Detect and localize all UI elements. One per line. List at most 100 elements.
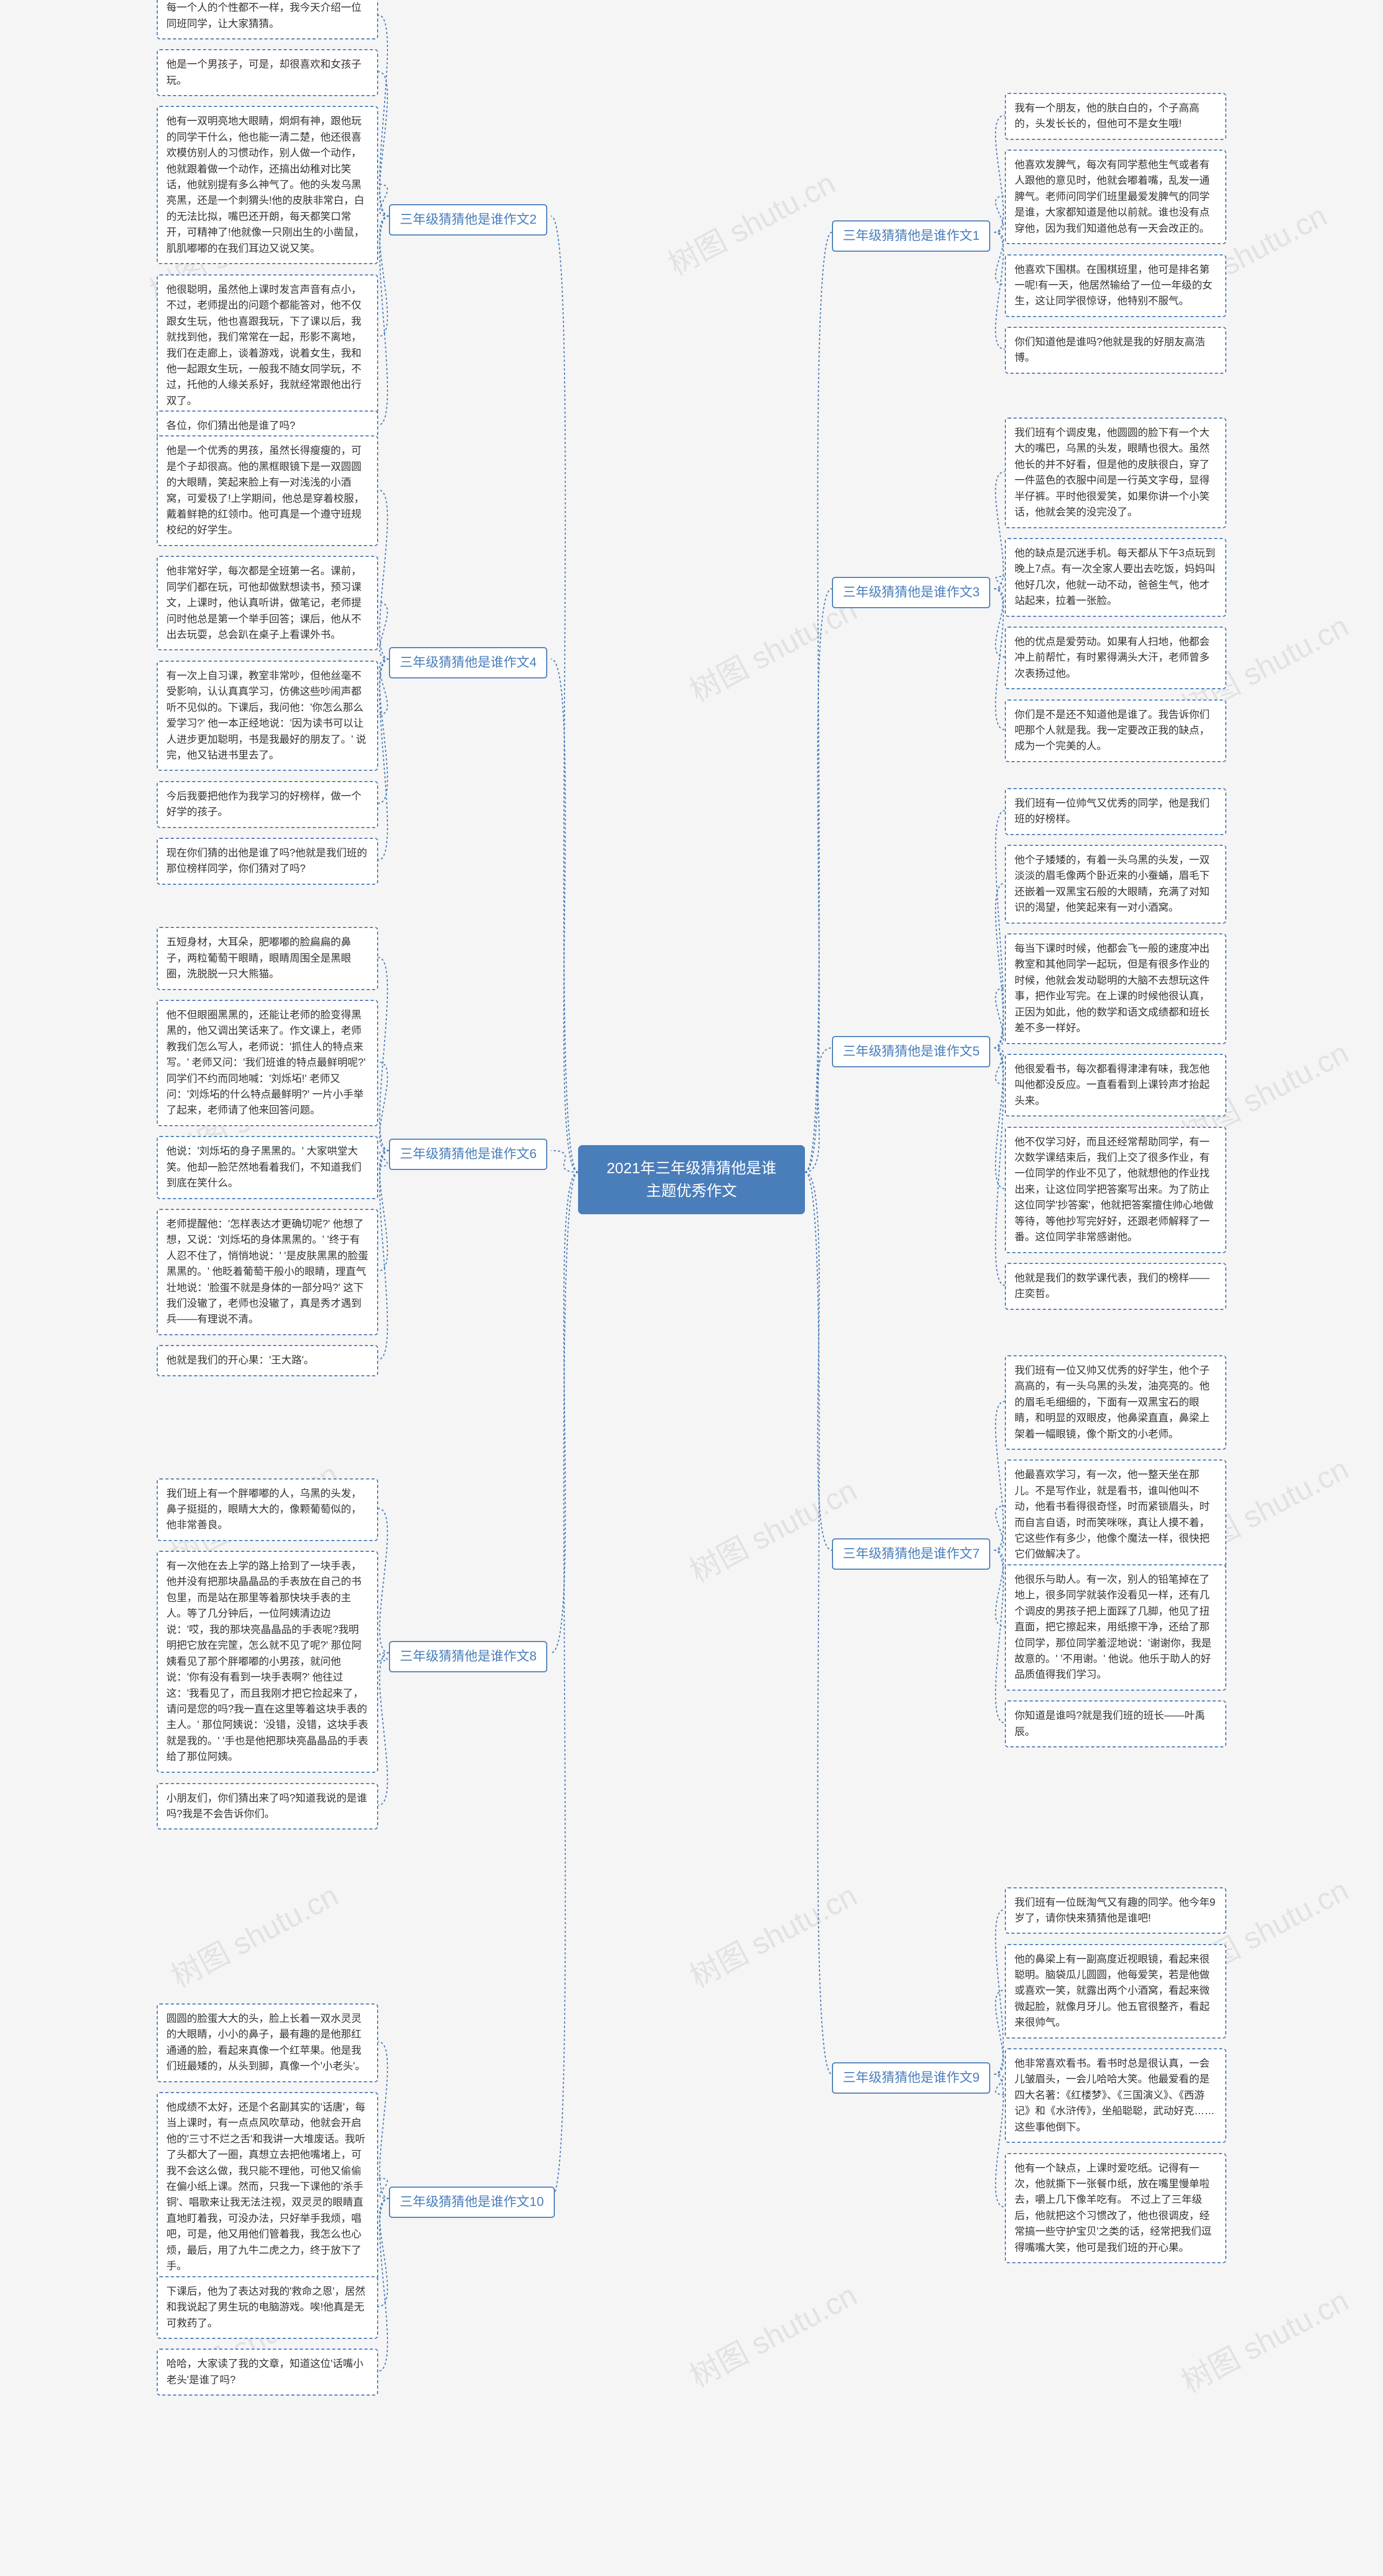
leaf-text: 他喜欢发脾气，每次有同学惹他生气或者有人跟他的意见时，他就会嘟着嘴，乱发一通脾气…: [1015, 159, 1210, 234]
leaf-r5-3: 他很爱看书，每次都看得津津有味，我怎他叫他都没反应。一直看看到上课铃声才抬起头来…: [1005, 1054, 1226, 1117]
leaf-l6-4: 他就是我们的开心果：'王大路'。: [157, 1345, 378, 1376]
leaf-r3-3: 你们是不是还不知道他是谁了。我告诉你们吧那个人就是我。我一定要改正我的缺点，成为…: [1005, 700, 1226, 762]
leaf-text: 我有一个朋友，他的肤白白的，个子高高的，头发长长的，但他可不是女生哦!: [1015, 103, 1199, 130]
leaf-r9-3: 他有一个缺点，上课时爱吃纸。记得有一次，他就撕下一张餐巾纸，放在嘴里慢单啦去，嚼…: [1005, 2153, 1226, 2264]
leaf-text: 他就是我们的数学课代表，我们的榜样——庄奕哲。: [1015, 1273, 1210, 1300]
branch-label: 三年级猜猜他是谁作文9: [843, 2070, 979, 2085]
leaf-l6-0: 五短身材，大耳朵，肥嘟嘟的脸扁扁的鼻子，两粒葡萄干眼睛，眼睛周围全是黑眼圈，洗脱…: [157, 927, 378, 990]
leaf-l4-2: 有一次上自习课，教室非常吵，但他丝毫不受影响，认认真真学习，仿佛这些吵闹声都听不…: [157, 661, 378, 771]
center-title-line2: 主题优秀作文: [594, 1180, 789, 1202]
leaf-text: 哈哈，大家读了我的文章，知道这位'话嘴小老头'是谁了吗?: [166, 2358, 364, 2385]
leaf-text: 他是一个男孩子，可是，却很喜欢和女孩子玩。: [166, 59, 361, 86]
branch-l4: 三年级猜猜他是谁作文4: [389, 647, 547, 678]
branch-r9: 三年级猜猜他是谁作文9: [832, 2062, 990, 2094]
leaf-text: 我们班有个调皮鬼，他圆圆的脸下有一个大大的嘴巴，乌黑的头发，眼睛也很大。虽然他长…: [1015, 427, 1210, 518]
leaf-text: 他的缺点是沉迷手机。每天都从下午3点玩到晚上7点。有一次全家人要出去吃饭，妈妈叫…: [1015, 548, 1216, 607]
leaf-r9-0: 我们班有一位既淘气又有趣的同学。他今年9岁了，请你快来猜猜他是谁吧!: [1005, 1887, 1226, 1934]
leaf-text: 他喜欢下围棋。在围棋班里，他可是排名第一呢!有一天，他居然输给了一位一年级的女生…: [1015, 264, 1212, 307]
leaf-text: 有一次上自习课，教室非常吵，但他丝毫不受影响，认认真真学习，仿佛这些吵闹声都听不…: [166, 670, 366, 761]
watermark: 树图 shutu.cn: [681, 1872, 864, 1996]
leaf-text: 他不仅学习好，而且还经常帮助同学，有一次数学课结束后，我们上交了很多作业，有一位…: [1015, 1136, 1213, 1243]
leaf-l10-3: 哈哈，大家读了我的文章，知道这位'话嘴小老头'是谁了吗?: [157, 2349, 378, 2396]
watermark: 树图 shutu.cn: [681, 1467, 864, 1591]
branch-label: 三年级猜猜他是谁作文4: [400, 655, 536, 670]
leaf-l8-1: 有一次他在去上学的路上拾到了一块手表，他并没有把那块晶晶品的手表放在自己的书包里…: [157, 1551, 378, 1773]
leaf-l4-3: 今后我要把他作为我学习的好榜样，做一个好学的孩子。: [157, 781, 378, 828]
leaf-text: 我们班有一位帅气又优秀的同学，他是我们班的好榜样。: [1015, 798, 1210, 825]
leaf-l8-0: 我们班上有一个胖嘟嘟的人，乌黑的头发，鼻子挺挺的，眼睛大大的，像颗葡萄似的，他非…: [157, 1478, 378, 1541]
branch-label: 三年级猜猜他是谁作文8: [400, 1649, 536, 1664]
branch-l8: 三年级猜猜他是谁作文8: [389, 1641, 547, 1672]
leaf-text: 我们班有一位既淘气又有趣的同学。他今年9岁了，请你快来猜猜他是谁吧!: [1015, 1897, 1216, 1924]
leaf-text: 五短身材，大耳朵，肥嘟嘟的脸扁扁的鼻子，两粒葡萄干眼睛，眼睛周围全是黑眼圈，洗脱…: [166, 937, 351, 980]
leaf-r5-4: 他不仅学习好，而且还经常帮助同学，有一次数学课结束后，我们上交了很多作业，有一位…: [1005, 1127, 1226, 1253]
leaf-text: 现在你们猜的出他是谁了吗?他就是我们班的那位榜样同学，你们猜对了吗?: [166, 848, 367, 875]
center-title-line1: 2021年三年级猜猜他是谁: [594, 1157, 789, 1180]
watermark: 树图 shutu.cn: [1173, 2277, 1355, 2402]
leaf-text: 他非常好学，每次都是全班第一名。课前，同学们都在玩，可他却做默想读书，预习课文，…: [166, 566, 361, 641]
branch-label: 三年级猜猜他是谁作文7: [843, 1546, 979, 1561]
leaf-l6-2: 他说：'刘烁坧的身子黑黑的。' 大家哄堂大笑。他却一脸茫然地看着我们，不知道我们…: [157, 1136, 378, 1199]
branch-r1: 三年级猜猜他是谁作文1: [832, 220, 990, 252]
branch-r5: 三年级猜猜他是谁作文5: [832, 1036, 990, 1067]
leaf-text: 你知道是谁吗?就是我们班的班长——叶禹辰。: [1015, 1710, 1205, 1737]
leaf-text: 他最喜欢学习，有一次，他一整天坐在那儿。不是写作业，就是看书，谁叫他叫不动，他看…: [1015, 1469, 1210, 1560]
branch-label: 三年级猜猜他是谁作文1: [843, 228, 979, 243]
leaf-l4-4: 现在你们猜的出他是谁了吗?他就是我们班的那位榜样同学，你们猜对了吗?: [157, 838, 378, 885]
leaf-l2-0: 每一个人的个性都不一样，我今天介绍一位同班同学，让大家猜猜。: [157, 0, 378, 39]
leaf-r9-1: 他的鼻梁上有一副高度近视眼镜，看起来很聪明。脑袋瓜儿圆圆，他每爱笑，若是他做或喜…: [1005, 1944, 1226, 2039]
leaf-text: 你们知道他是谁吗?他就是我的好朋友高浩博。: [1015, 337, 1205, 364]
leaf-text: 他很聪明，虽然他上课时发言声音有点小，不过，老师提出的问题个都能答对，他不仅跟女…: [166, 284, 361, 407]
leaf-r9-2: 他非常喜欢看书。看书时总是很认真，一会儿皱眉头，一会儿哈哈大笑。他最爱看的是四大…: [1005, 2048, 1226, 2143]
leaf-r7-1: 他最喜欢学习，有一次，他一整天坐在那儿。不是写作业，就是看书，谁叫他叫不动，他看…: [1005, 1459, 1226, 1570]
leaf-r7-3: 你知道是谁吗?就是我们班的班长——叶禹辰。: [1005, 1700, 1226, 1747]
leaf-text: 有一次他在去上学的路上拾到了一块手表，他并没有把那块晶晶品的手表放在自己的书包里…: [166, 1561, 368, 1763]
leaf-l8-2: 小朋友们，你们猜出来了吗?知道我说的是谁吗?我是不会告诉你们。: [157, 1783, 378, 1830]
leaf-text: 圆圆的脸蛋大大的头，脸上长着一双水灵灵的大眼睛，小小的鼻子，最有趣的是他那红通通…: [166, 2013, 365, 2072]
leaf-r1-1: 他喜欢发脾气，每次有同学惹他生气或者有人跟他的意见时，他就会嘟着嘴，乱发一通脾气…: [1005, 150, 1226, 244]
watermark: 树图 shutu.cn: [163, 1872, 345, 1996]
branch-label: 三年级猜猜他是谁作文5: [843, 1044, 979, 1059]
leaf-text: 我们班有一位又帅又优秀的好学生，他个子高高的，有一头乌黑的头发，油亮亮的。他的眉…: [1015, 1365, 1210, 1440]
leaf-l6-1: 他不但眼圈黑黑的，还能让老师的脸变得黑黑的，他又调出笑话来了。作文课上，老师教我…: [157, 1000, 378, 1126]
leaf-r5-5: 他就是我们的数学课代表，我们的榜样——庄奕哲。: [1005, 1263, 1226, 1310]
leaf-text: 他的鼻梁上有一副高度近视眼镜，看起来很聪明。脑袋瓜儿圆圆，他每爱笑，若是他做或喜…: [1015, 1954, 1210, 2029]
leaf-text: 他有一个缺点，上课时爱吃纸。记得有一次，他就撕下一张餐巾纸，放在嘴里慢单啦去，嚼…: [1015, 2163, 1212, 2254]
leaf-r1-3: 你们知道他是谁吗?他就是我的好朋友高浩博。: [1005, 327, 1226, 374]
leaf-text: 小朋友们，你们猜出来了吗?知道我说的是谁吗?我是不会告诉你们。: [166, 1793, 367, 1820]
leaf-r3-1: 他的缺点是沉迷手机。每天都从下午3点玩到晚上7点。有一次全家人要出去吃饭，妈妈叫…: [1005, 538, 1226, 617]
leaf-l2-1: 他是一个男孩子，可是，却很喜欢和女孩子玩。: [157, 49, 378, 96]
leaf-l4-1: 他非常好学，每次都是全班第一名。课前，同学们都在玩，可他却做默想读书，预习课文，…: [157, 556, 378, 650]
branch-r7: 三年级猜猜他是谁作文7: [832, 1538, 990, 1570]
leaf-l4-0: 他是一个优秀的男孩，虽然长得瘦瘦的，可是个子却很高。他的黑框眼镜下是一双圆圆的大…: [157, 435, 378, 546]
leaf-r1-2: 他喜欢下围棋。在围棋班里，他可是排名第一呢!有一天，他居然输给了一位一年级的女生…: [1005, 254, 1226, 317]
leaf-r5-2: 每当下课时时候，他都会飞一般的速度冲出教室和其他同学一起玩，但是有很多作业的时候…: [1005, 933, 1226, 1044]
leaf-text: 老师提醒他：'怎样表达才更确切呢?' 他想了想，又说：'刘烁坧的身体黑黑的。' …: [166, 1219, 368, 1326]
leaf-text: 我们班上有一个胖嘟嘟的人，乌黑的头发，鼻子挺挺的，眼睛大大的，像颗葡萄似的，他非…: [166, 1488, 361, 1531]
leaf-r3-2: 他的优点是爱劳动。如果有人扫地，他都会冲上前帮忙，有时累得满头大汗，老师曾多次表…: [1005, 627, 1226, 689]
branch-label: 三年级猜猜他是谁作文10: [400, 2195, 544, 2209]
leaf-r7-2: 他很乐与助人。有一次，别人的铅笔掉在了地上，很多同学就装作没看见一样，还有几个调…: [1005, 1564, 1226, 1691]
leaf-l2-2: 他有一双明亮地大眼睛，炯炯有神，跟他玩的同学干什么，他也能一清二楚，他还很喜欢模…: [157, 106, 378, 264]
leaf-text: 他非常喜欢看书。看书时总是很认真，一会儿皱眉头，一会儿哈哈大笑。他最爱看的是四大…: [1015, 2058, 1215, 2133]
leaf-r3-0: 我们班有个调皮鬼，他圆圆的脸下有一个大大的嘴巴，乌黑的头发，眼睛也很大。虽然他长…: [1005, 418, 1226, 528]
branch-l2: 三年级猜猜他是谁作文2: [389, 204, 547, 236]
branch-l10: 三年级猜猜他是谁作文10: [389, 2187, 555, 2218]
leaf-l10-0: 圆圆的脸蛋大大的头，脸上长着一双水灵灵的大眼睛，小小的鼻子，最有趣的是他那红通通…: [157, 2003, 378, 2082]
leaf-l2-3: 他很聪明，虽然他上课时发言声音有点小，不过，老师提出的问题个都能答对，他不仅跟女…: [157, 274, 378, 417]
leaf-text: 你们是不是还不知道他是谁了。我告诉你们吧那个人就是我。我一定要改正我的缺点，成为…: [1015, 709, 1210, 752]
leaf-text: 他不但眼圈黑黑的，还能让老师的脸变得黑黑的，他又调出笑话来了。作文课上，老师教我…: [166, 1010, 366, 1117]
branch-label: 三年级猜猜他是谁作文3: [843, 585, 979, 600]
leaf-text: 他很爱看书，每次都看得津津有味，我怎他叫他都没反应。一直看看到上课铃声才抬起头来…: [1015, 1064, 1210, 1107]
leaf-r5-0: 我们班有一位帅气又优秀的同学，他是我们班的好榜样。: [1005, 788, 1226, 835]
watermark: 树图 shutu.cn: [681, 2271, 864, 2396]
leaf-text: 他是一个优秀的男孩，虽然长得瘦瘦的，可是个子却很高。他的黑框眼镜下是一双圆圆的大…: [166, 445, 364, 536]
leaf-text: 他成绩不太好，还是个名副其实的'话唐'，每当上课时，有一点点风吹草动，他就会开启…: [166, 2102, 365, 2272]
leaf-l6-3: 老师提醒他：'怎样表达才更确切呢?' 他想了想，又说：'刘烁坧的身体黑黑的。' …: [157, 1209, 378, 1335]
center-node: 2021年三年级猜猜他是谁主题优秀作文: [578, 1145, 805, 1214]
leaf-text: 他就是我们的开心果：'王大路'。: [166, 1355, 314, 1366]
leaf-r5-1: 他个子矮矮的，有着一头乌黑的头发，一双淡淡的眉毛像两个卧近来的小蚕蛹，眉毛下还嵌…: [1005, 845, 1226, 924]
leaf-text: 每当下课时时候，他都会飞一般的速度冲出教室和其他同学一起玩，但是有很多作业的时候…: [1015, 943, 1210, 1034]
leaf-r7-0: 我们班有一位又帅又优秀的好学生，他个子高高的，有一头乌黑的头发，油亮亮的。他的眉…: [1005, 1355, 1226, 1450]
leaf-text: 每一个人的个性都不一样，我今天介绍一位同班同学，让大家猜猜。: [166, 2, 361, 29]
